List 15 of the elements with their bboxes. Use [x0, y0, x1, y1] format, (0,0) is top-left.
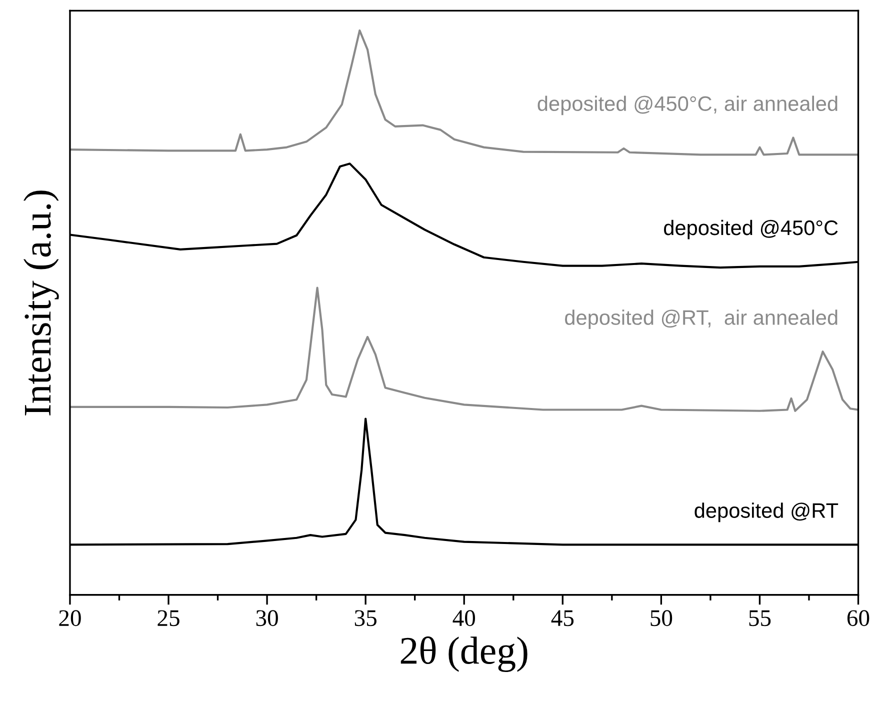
x-tick-label: 35 — [354, 610, 376, 626]
series-label: deposited @450°C — [664, 220, 838, 240]
series-label: deposited @RT — [694, 502, 838, 522]
x-tick-label: 45 — [551, 610, 574, 626]
x-tick-label: 30 — [256, 610, 278, 626]
x-tick-label: 40 — [452, 610, 476, 626]
y-axis-title: Intensity (a.u.) — [23, 190, 59, 416]
x-tick-label: 55 — [749, 610, 771, 626]
x-tick-label: 60 — [847, 610, 870, 626]
series-label: deposited @RT, air annealed — [565, 310, 838, 330]
x-tick-label: 25 — [158, 610, 180, 626]
series-label: deposited @450°C, air annealed — [538, 96, 838, 116]
x-tick-label: 50 — [650, 610, 672, 626]
x-tick-label: 20 — [59, 610, 81, 626]
x-axis-title: 2θ (deg) — [400, 636, 528, 672]
